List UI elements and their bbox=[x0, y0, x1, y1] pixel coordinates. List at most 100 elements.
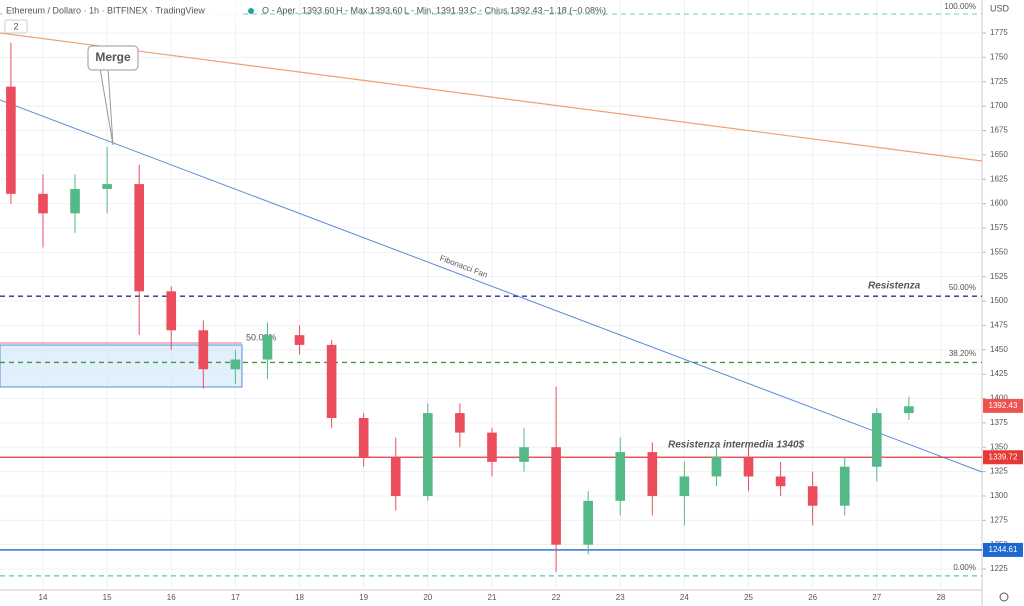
candle-body bbox=[904, 406, 914, 414]
y-tick-label: 1625 bbox=[990, 174, 1008, 183]
x-tick-label: 17 bbox=[231, 593, 240, 602]
y-tick-label: 1550 bbox=[990, 247, 1008, 256]
candle-body bbox=[551, 447, 561, 545]
fib-label: 50.00% bbox=[949, 283, 976, 292]
level-note: Resistenza intermedia 1340$ bbox=[668, 440, 805, 451]
y-tick-label: 1350 bbox=[990, 442, 1008, 451]
symbol[interactable]: Ethereum / Dollaro · 1h · BITFINEX · Tra… bbox=[6, 5, 205, 15]
x-tick-label: 14 bbox=[39, 593, 48, 602]
ohlc-value: 1393.60 bbox=[302, 5, 335, 15]
candle-body bbox=[615, 452, 626, 501]
candle-body bbox=[711, 456, 722, 477]
y-tick-label: 1675 bbox=[990, 126, 1008, 135]
box-label: 50.00% bbox=[246, 332, 277, 342]
price-tag bbox=[983, 542, 1023, 557]
fib-label: 100.00% bbox=[944, 2, 976, 11]
y-tick-label: 1575 bbox=[990, 223, 1008, 232]
candle-body bbox=[38, 193, 48, 214]
y-tick-label: 1700 bbox=[990, 101, 1008, 110]
candle-body bbox=[6, 86, 16, 194]
status-dot bbox=[248, 8, 254, 14]
y-tick-label: 1725 bbox=[990, 77, 1008, 86]
change: −1.18 (−0.08%) bbox=[544, 5, 606, 15]
x-tick-label: 27 bbox=[872, 593, 881, 602]
callout bbox=[87, 45, 139, 71]
ohlc-value: 1391.93 bbox=[436, 5, 469, 15]
price-tag-label: 1392.43 bbox=[989, 401, 1018, 410]
candle-body bbox=[839, 466, 850, 506]
candle-body bbox=[647, 452, 658, 496]
y-tick-label: 1275 bbox=[990, 515, 1008, 524]
x-tick-label: 20 bbox=[423, 593, 432, 602]
candle-body bbox=[487, 432, 497, 462]
price-tag-label: 1244.61 bbox=[989, 545, 1018, 554]
candle-body bbox=[871, 413, 882, 467]
x-tick-label: 26 bbox=[808, 593, 817, 602]
candle-body bbox=[775, 476, 786, 487]
x-tick-label: 15 bbox=[103, 593, 112, 602]
candle-body bbox=[358, 417, 369, 457]
candle-body bbox=[423, 413, 433, 496]
indicator-count[interactable]: 2 bbox=[13, 21, 18, 31]
trend-line bbox=[0, 32, 983, 162]
y-tick-label: 1300 bbox=[990, 491, 1008, 500]
candle-body bbox=[743, 456, 754, 477]
candle-body bbox=[807, 486, 818, 506]
ohlc-label: O - Aper. bbox=[262, 5, 298, 15]
currency[interactable]: USD bbox=[990, 3, 1010, 13]
ohlc-value: 1393.60 bbox=[370, 5, 403, 15]
price-tag bbox=[983, 398, 1023, 413]
candle-body bbox=[134, 184, 144, 292]
settings-icon[interactable] bbox=[999, 592, 1009, 602]
header: Ethereum / Dollaro · 1h · BITFINEX · Tra… bbox=[2, 2, 606, 34]
y-tick-label: 1225 bbox=[990, 564, 1008, 573]
candle-body bbox=[455, 413, 465, 433]
y-tick-label: 1400 bbox=[990, 394, 1008, 403]
candle-body bbox=[102, 184, 112, 189]
callout-pointer bbox=[99, 67, 114, 146]
x-tick-label: 18 bbox=[295, 593, 304, 602]
y-tick-label: 1600 bbox=[990, 199, 1008, 208]
ohlc-label: C - Chius. bbox=[470, 5, 510, 15]
y-tick-label: 1650 bbox=[990, 150, 1008, 159]
x-tick-label: 24 bbox=[680, 593, 689, 602]
level-note: Resistenza bbox=[868, 281, 921, 292]
callout-label: Merge bbox=[95, 50, 131, 64]
x-tick-label: 22 bbox=[552, 593, 561, 602]
candle-body bbox=[70, 188, 80, 214]
candle-body bbox=[294, 335, 305, 345]
y-tick-label: 1450 bbox=[990, 345, 1008, 354]
candle-body bbox=[583, 500, 593, 545]
candle-body bbox=[519, 447, 529, 462]
y-tick-label: 1775 bbox=[990, 28, 1008, 37]
candle-body bbox=[230, 359, 241, 370]
indicator-toggle[interactable] bbox=[4, 19, 28, 34]
fib-label: 0.00% bbox=[953, 563, 976, 572]
y-tick-label: 1525 bbox=[990, 272, 1008, 281]
y-tick-label: 1500 bbox=[990, 296, 1008, 305]
x-tick-label: 16 bbox=[167, 593, 176, 602]
header-bg bbox=[2, 2, 242, 18]
plot-area bbox=[0, 0, 982, 590]
ohlc-value: 1392.43 bbox=[510, 5, 543, 15]
ohlc-label: H - Max. bbox=[336, 5, 370, 15]
candle-body bbox=[326, 344, 337, 418]
candle-body bbox=[198, 330, 209, 370]
x-tick-label: 28 bbox=[936, 593, 945, 602]
price-tag bbox=[983, 450, 1023, 465]
y-tick-label: 1375 bbox=[990, 418, 1008, 427]
price-tag-label: 1339.72 bbox=[989, 452, 1018, 461]
ohlc-label: L - Min. bbox=[404, 5, 434, 15]
candle-body bbox=[679, 476, 690, 496]
fan-line bbox=[0, 99, 983, 473]
x-tick-label: 21 bbox=[488, 593, 497, 602]
y-tick-label: 1475 bbox=[990, 321, 1008, 330]
x-tick-label: 19 bbox=[359, 593, 368, 602]
x-tick-label: 25 bbox=[744, 593, 753, 602]
y-tick-label: 1750 bbox=[990, 53, 1008, 62]
candle-body bbox=[166, 291, 177, 331]
y-tick-label: 1425 bbox=[990, 369, 1008, 378]
y-tick-label: 1325 bbox=[990, 467, 1008, 476]
fib-label: 38.20% bbox=[949, 349, 976, 358]
